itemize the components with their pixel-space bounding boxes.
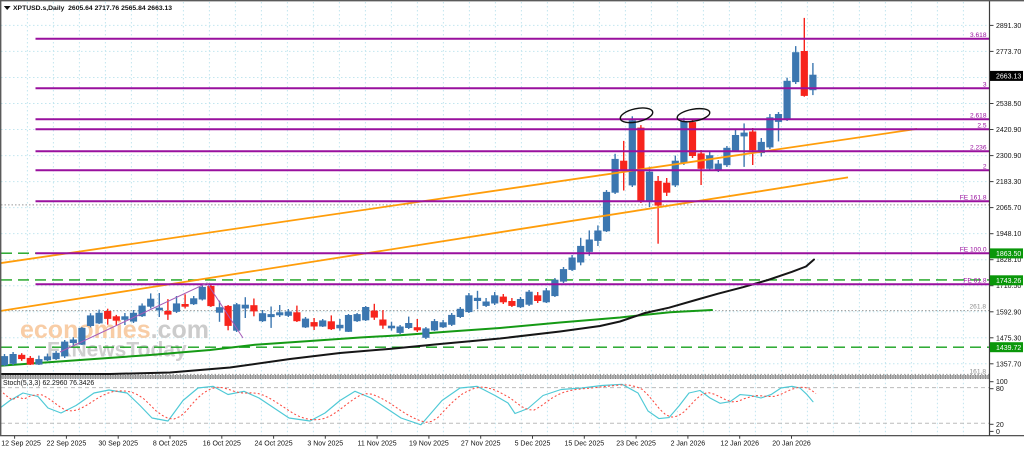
svg-text:2663.13: 2663.13 bbox=[996, 74, 1021, 81]
svg-text:100: 100 bbox=[996, 379, 1008, 386]
svg-text:FE 100.0: FE 100.0 bbox=[960, 246, 987, 253]
svg-text:80: 80 bbox=[996, 386, 1004, 393]
svg-text:2.5: 2.5 bbox=[977, 123, 986, 130]
svg-text:30 Sep 2025: 30 Sep 2025 bbox=[98, 441, 138, 448]
svg-text:1439.72: 1439.72 bbox=[996, 345, 1021, 352]
svg-text:22 Sep 2025: 22 Sep 2025 bbox=[47, 441, 87, 448]
svg-text:Stoch(5,3,3) 62.2960 76.3426: Stoch(5,3,3) 62.2960 76.3426 bbox=[3, 380, 94, 387]
svg-text:24 Oct 2025: 24 Oct 2025 bbox=[255, 441, 293, 448]
svg-text:XPTUSD.s,Daily 2605.64 2717.7: XPTUSD.s,Daily 2605.64 2717.76 2565.84 2… bbox=[13, 5, 172, 12]
svg-text:2.618: 2.618 bbox=[970, 113, 987, 120]
svg-text:2065.70: 2065.70 bbox=[996, 205, 1021, 212]
svg-text:20: 20 bbox=[996, 422, 1004, 429]
svg-text:8 Oct 2025: 8 Oct 2025 bbox=[153, 441, 187, 448]
svg-text:5 Dec 2025: 5 Dec 2025 bbox=[515, 441, 551, 448]
svg-text:2538.50: 2538.50 bbox=[996, 101, 1021, 108]
svg-text:FE 161.8: FE 161.8 bbox=[960, 194, 987, 201]
svg-text:2: 2 bbox=[983, 163, 987, 170]
svg-text:12 Jan 2026: 12 Jan 2026 bbox=[720, 441, 759, 448]
svg-text:2.236: 2.236 bbox=[970, 144, 987, 151]
svg-text:11 Nov 2025: 11 Nov 2025 bbox=[358, 441, 397, 448]
svg-text:2300.90: 2300.90 bbox=[996, 153, 1021, 160]
svg-text:1592.90: 1592.90 bbox=[996, 309, 1021, 316]
svg-text:FE 61.8: FE 61.8 bbox=[963, 278, 986, 285]
svg-text:261.8: 261.8 bbox=[969, 304, 986, 311]
svg-text:3: 3 bbox=[983, 82, 987, 89]
svg-text:2 Jan 2026: 2 Jan 2026 bbox=[671, 441, 706, 448]
svg-text:19 Nov 2025: 19 Nov 2025 bbox=[409, 441, 449, 448]
svg-text:1828.10: 1828.10 bbox=[996, 257, 1021, 264]
svg-text:23 Dec 2025: 23 Dec 2025 bbox=[616, 441, 656, 448]
svg-text:2183.30: 2183.30 bbox=[996, 179, 1021, 186]
svg-text:1710.50: 1710.50 bbox=[996, 283, 1021, 290]
svg-text:161.8: 161.8 bbox=[969, 368, 986, 375]
svg-text:2420.90: 2420.90 bbox=[996, 127, 1021, 134]
svg-text:2891.30: 2891.30 bbox=[996, 23, 1021, 30]
svg-text:3 Nov 2025: 3 Nov 2025 bbox=[307, 441, 343, 448]
svg-text:3.618: 3.618 bbox=[970, 32, 987, 39]
svg-text:27 Nov 2025: 27 Nov 2025 bbox=[461, 441, 501, 448]
svg-text:1863.50: 1863.50 bbox=[996, 251, 1021, 258]
svg-text:12 Sep 2025: 12 Sep 2025 bbox=[1, 441, 41, 448]
svg-text:2773.70: 2773.70 bbox=[996, 49, 1021, 56]
svg-text:15 Dec 2025: 15 Dec 2025 bbox=[564, 441, 604, 448]
svg-text:1475.30: 1475.30 bbox=[996, 335, 1021, 342]
svg-text:16 Oct 2025: 16 Oct 2025 bbox=[203, 441, 241, 448]
svg-text:1357.70: 1357.70 bbox=[996, 361, 1021, 368]
svg-text:20 Jan 2026: 20 Jan 2026 bbox=[772, 441, 811, 448]
svg-text:1948.10: 1948.10 bbox=[996, 231, 1021, 238]
svg-text:0: 0 bbox=[996, 429, 1000, 436]
svg-text:1743.26: 1743.26 bbox=[996, 278, 1021, 285]
